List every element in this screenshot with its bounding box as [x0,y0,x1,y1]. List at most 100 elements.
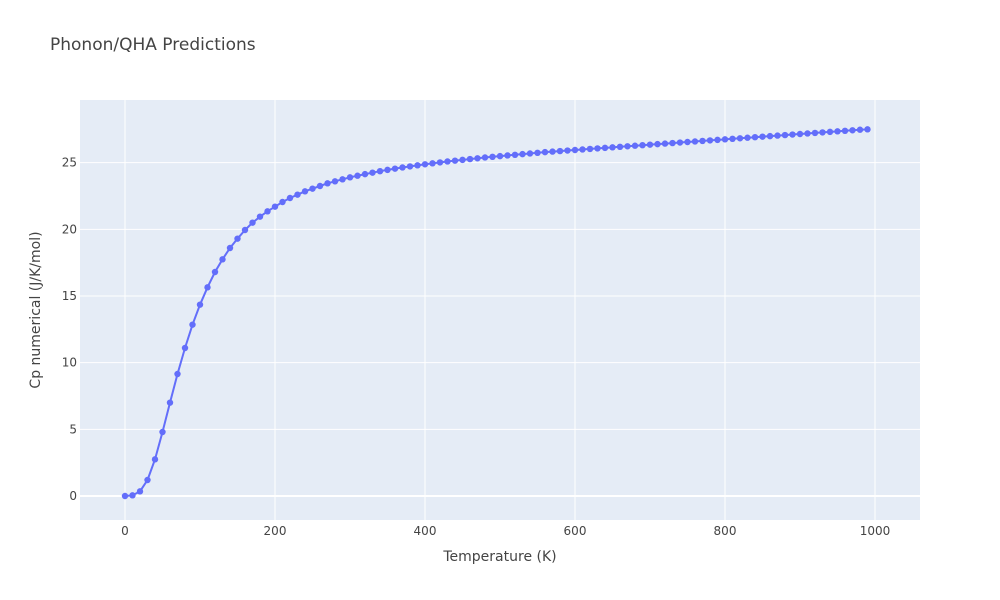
data-point [421,161,429,168]
data-point [339,176,346,183]
data-point [354,172,361,179]
data-point [534,149,541,156]
data-point [631,142,639,149]
data-point [414,162,421,169]
data-point [654,140,661,148]
data-point [811,129,819,137]
data-point [864,126,871,133]
series-line [124,128,868,497]
data-point [451,157,459,164]
data-point [804,130,811,137]
data-point [766,132,774,140]
data-point [646,141,654,148]
y-tick-label: 25 [62,156,77,170]
data-point [376,168,384,175]
data-point [189,321,196,328]
data-point [361,170,369,178]
data-point [211,268,219,276]
data-point [144,476,151,484]
data-point [181,344,189,352]
data-point [204,284,211,291]
data-point [556,147,564,155]
data-point [196,301,204,308]
y-tick-label: 5 [69,422,77,436]
data-point [166,399,174,406]
data-point [684,138,691,146]
data-point [564,147,571,154]
data-point [841,127,849,134]
data-point [466,155,474,163]
data-point [406,163,414,170]
x-gridlines [124,100,876,520]
data-point [669,139,676,147]
y-tick-label: 0 [69,489,77,503]
data-point [324,180,331,187]
data-point [369,169,376,176]
x-tick-label: 0 [121,524,129,538]
data-point [624,143,631,150]
data-point [219,256,226,263]
data-point [714,136,721,144]
data-point [856,126,864,133]
data-point [676,139,684,146]
data-point [316,182,324,190]
data-point [444,158,451,165]
data-point [526,150,534,157]
data-point [751,134,759,141]
data-point [294,191,301,198]
data-point [549,148,556,155]
y-tick-label: 15 [62,289,77,303]
data-point [594,145,601,152]
y-tick-label: 20 [62,222,77,236]
data-point [399,164,406,171]
data-point [721,136,729,143]
data-point [826,128,834,136]
data-point [174,370,181,378]
x-axis-label: Temperature (K) [442,549,556,565]
data-point [706,137,714,144]
data-point [151,456,159,463]
data-point [519,150,526,158]
data-point [226,244,234,252]
data-point [819,129,826,136]
data-point [459,156,466,164]
data-point [834,128,841,135]
data-point [264,208,271,215]
data-point [541,148,549,156]
data-point [691,138,699,145]
y-tick-label: 10 [62,356,77,370]
data-point [511,151,519,158]
data-point [301,188,309,195]
data-point [759,133,766,140]
x-tick-label: 800 [714,524,737,538]
data-point [429,160,436,167]
data-point [271,203,279,210]
x-tick-label: 400 [414,524,437,538]
x-tick-label: 600 [564,524,587,538]
data-point [616,143,624,150]
data-point [639,142,646,149]
data-point [384,166,391,174]
data-point [331,178,339,185]
data-point [601,144,609,152]
data-point [129,492,136,499]
x-tick-label: 200 [264,524,287,538]
x-tick-label: 1000 [860,524,891,538]
data-point [571,146,579,154]
y-gridlines [80,162,920,497]
data-point [586,145,594,153]
chart-title: Phonon/QHA Predictions [50,35,256,55]
data-point [159,428,166,436]
data-point [391,165,399,172]
plot-area [80,100,920,520]
data-point [849,127,856,134]
data-point [474,155,481,162]
data-point [489,153,496,160]
series-points [121,126,871,500]
data-point [121,492,129,500]
data-point [579,146,586,153]
data-point [309,185,316,192]
data-point [789,131,796,138]
data-point [436,159,444,166]
